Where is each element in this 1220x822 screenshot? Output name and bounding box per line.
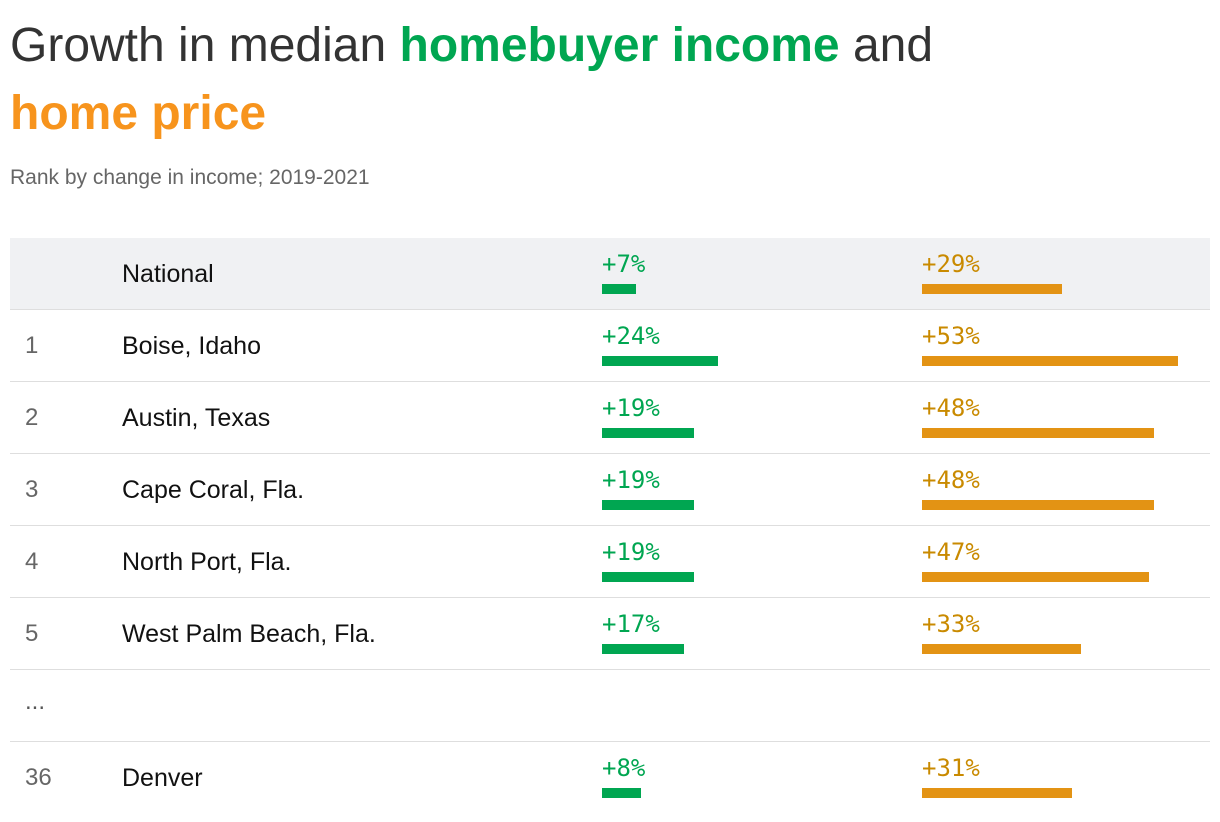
income-label: +7% bbox=[602, 250, 646, 278]
income-bar bbox=[602, 356, 718, 366]
table-row: 3 Cape Coral, Fla. +19% +48% bbox=[10, 454, 1210, 526]
income-label: +17% bbox=[602, 610, 660, 638]
income-bar bbox=[602, 572, 694, 582]
price-change: +29% bbox=[922, 248, 1063, 294]
chart-subtitle: Rank by change in income; 2019-2021 bbox=[10, 166, 370, 189]
metro-name: West Palm Beach, Fla. bbox=[122, 620, 376, 648]
price-label: +31% bbox=[922, 754, 980, 782]
price-bar bbox=[922, 284, 1063, 294]
income-label: +19% bbox=[602, 466, 660, 494]
price-label: +53% bbox=[922, 322, 980, 350]
price-bar bbox=[922, 644, 1082, 654]
metro-name: National bbox=[122, 260, 214, 288]
price-label: +48% bbox=[922, 466, 980, 494]
metro-name: Austin, Texas bbox=[122, 404, 271, 432]
income-label: +19% bbox=[602, 394, 660, 422]
table-row: 5 West Palm Beach, Fla. +17% +33% bbox=[10, 598, 1210, 670]
price-change: +48% bbox=[922, 464, 1154, 510]
income-change: +19% bbox=[602, 464, 694, 510]
title-highlight-price: home price bbox=[10, 87, 267, 140]
price-label: +33% bbox=[922, 610, 980, 638]
income-change: +17% bbox=[602, 608, 685, 654]
price-label: +48% bbox=[922, 394, 980, 422]
metro-name: Cape Coral, Fla. bbox=[122, 476, 305, 504]
price-change: +48% bbox=[922, 392, 1154, 438]
price-label: +47% bbox=[922, 538, 980, 566]
rank-cell: 2 bbox=[25, 404, 39, 431]
rank-cell: 4 bbox=[25, 548, 39, 575]
price-bar bbox=[922, 500, 1154, 510]
income-change: +19% bbox=[602, 392, 694, 438]
income-bar bbox=[602, 788, 641, 798]
ellipsis-text: ... bbox=[25, 688, 46, 715]
income-bar bbox=[602, 284, 636, 294]
income-label: +19% bbox=[602, 538, 660, 566]
income-change: +19% bbox=[602, 536, 694, 582]
income-label: +8% bbox=[602, 754, 646, 782]
metro-name: North Port, Fla. bbox=[122, 548, 292, 576]
metro-name: Denver bbox=[122, 764, 203, 792]
price-change: +31% bbox=[922, 752, 1072, 798]
price-bar bbox=[922, 788, 1072, 798]
income-bar bbox=[602, 428, 694, 438]
title-highlight-income: homebuyer income bbox=[399, 19, 840, 72]
price-change: +33% bbox=[922, 608, 1082, 654]
price-change: +53% bbox=[922, 320, 1178, 366]
ranking-table: National +7% +29% 1 Boise, Idaho +24% +53% 2 Aus… bbox=[10, 238, 1210, 814]
price-bar bbox=[922, 356, 1178, 366]
price-change: +47% bbox=[922, 536, 1149, 582]
price-label: +29% bbox=[922, 250, 980, 278]
title-part-3: and bbox=[839, 19, 934, 72]
income-change: +24% bbox=[602, 320, 718, 366]
chart-title: Growth in median homebuyer income and ho… bbox=[10, 12, 1210, 148]
rank-cell: 3 bbox=[25, 476, 39, 503]
rank-cell: 5 bbox=[25, 620, 39, 647]
table-row: 36 Denver +8% +31% bbox=[10, 742, 1210, 814]
national-row: National +7% +29% bbox=[10, 238, 1210, 310]
income-change: +8% bbox=[602, 752, 645, 798]
title-part-1: Growth in median bbox=[10, 19, 400, 72]
income-bar bbox=[602, 644, 685, 654]
income-bar bbox=[602, 500, 694, 510]
table-row: 4 North Port, Fla. +19% +47% bbox=[10, 526, 1210, 598]
income-label: +24% bbox=[602, 322, 660, 350]
price-bar bbox=[922, 428, 1154, 438]
rank-cell: 1 bbox=[25, 332, 39, 359]
table-row: 2 Austin, Texas +19% +48% bbox=[10, 382, 1210, 454]
income-change: +7% bbox=[602, 248, 645, 294]
price-bar bbox=[922, 572, 1149, 582]
rank-cell: 36 bbox=[25, 764, 52, 791]
table-row: 1 Boise, Idaho +24% +53% bbox=[10, 310, 1210, 382]
metro-name: Boise, Idaho bbox=[122, 332, 261, 360]
ellipsis-row: ... bbox=[10, 670, 1210, 742]
